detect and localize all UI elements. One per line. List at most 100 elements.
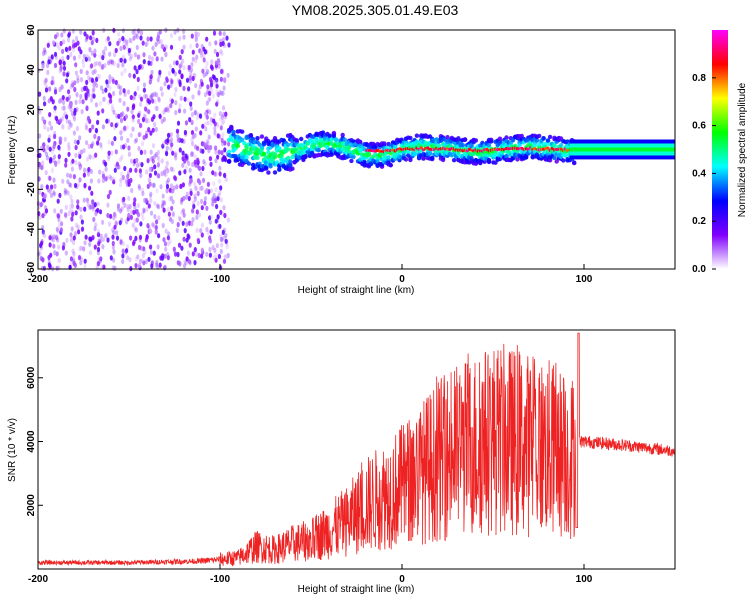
spectrogram-cell (61, 245, 65, 251)
spectrogram-cell (134, 256, 138, 262)
spectrogram-cell (209, 161, 213, 167)
spectrogram-cell (169, 44, 174, 50)
spectrogram-cell (178, 54, 182, 61)
spectrogram-cell (77, 46, 81, 52)
spectrogram-cell (69, 237, 73, 243)
spectrogram-cell (49, 157, 53, 163)
spectrogram-cell (91, 36, 95, 42)
spectrogram-cell (193, 159, 197, 165)
spectrogram-cell (157, 204, 161, 210)
spectrogram-cell (145, 130, 149, 136)
spectrogram-cell (44, 77, 48, 83)
spectrogram-cell (72, 260, 76, 267)
spectrogram-cell (46, 144, 50, 150)
spectrogram-cell (96, 261, 100, 267)
spectrogram-cell (214, 145, 218, 151)
spectrogram-cell (209, 213, 214, 220)
spectrogram-cell (87, 56, 91, 62)
spectrogram-cell (48, 235, 52, 241)
spectrogram-cell (163, 81, 167, 87)
spectrogram-cell (103, 96, 107, 102)
spectrogram-cell (218, 171, 222, 177)
spectrogram-cell (219, 76, 223, 82)
spectrogram-cell (510, 138, 516, 143)
spectrogram-cell (83, 240, 87, 246)
spectrogram-cell (183, 108, 187, 114)
spectrogram-cell (138, 258, 142, 264)
spectrogram-cell (74, 144, 78, 151)
spectrogram-cell (124, 142, 128, 149)
spectrogram-cell (149, 191, 153, 197)
spectrogram-cell (137, 263, 141, 269)
spectrogram-cell (213, 247, 217, 253)
spectrogram-y-ticks: 60 40 20 0 -20 -40 -60 (26, 24, 43, 276)
spectrogram-cell (122, 100, 126, 107)
spectrogram-cell (69, 194, 73, 200)
spectrogram-cell (87, 92, 91, 98)
y-tick-label: 6000 (26, 366, 37, 389)
spectrogram-cell (65, 118, 69, 124)
x-tick-label: -100 (210, 274, 230, 285)
spectrogram-cell (61, 48, 65, 55)
spectrogram-band (569, 147, 675, 152)
snr-series-line (37, 332, 676, 567)
spectrogram-cell (140, 63, 144, 69)
spectrogram-cell (349, 158, 354, 164)
spectrogram-cell (217, 63, 221, 69)
spectrogram-cell (126, 89, 131, 95)
spectrogram-cell (219, 265, 223, 271)
spectrogram-cell (111, 265, 115, 271)
spectrogram-cell (51, 79, 56, 85)
spectrogram-cell (534, 152, 540, 157)
spectrogram-cell (166, 137, 170, 143)
spectrogram-cell (164, 107, 168, 113)
spectrogram-cell (143, 249, 147, 255)
snr-x-ticks: -200 -100 0 100 (28, 564, 593, 585)
spectrogram-cell (86, 115, 91, 122)
spectrogram-cell (221, 132, 225, 138)
spectrogram-cell (208, 156, 212, 162)
spectrogram-cell (72, 251, 76, 257)
spectrogram-cell (121, 253, 125, 259)
spectrogram-cell (150, 69, 154, 75)
spectrogram-cell (117, 83, 121, 90)
spectrogram-cell (77, 255, 82, 261)
spectrogram-cell (266, 170, 271, 175)
spectrogram-cell (104, 45, 108, 52)
spectrogram-cell (41, 62, 45, 69)
spectrogram-cell (88, 47, 92, 53)
spectrogram-cell (210, 59, 214, 65)
spectrogram-cell (157, 96, 161, 102)
spectrogram-cell (110, 122, 114, 128)
spectrogram-cell (82, 148, 86, 154)
spectrogram-cell (213, 112, 217, 118)
spectrogram-cell (285, 142, 291, 147)
spectrogram-cell (201, 165, 205, 172)
chart-title: YM08.2025.305.01.49.E03 (291, 2, 459, 18)
spectrogram-cell (197, 252, 201, 259)
spectrogram-cell (219, 68, 224, 74)
spectrogram-cell (115, 230, 119, 236)
spectrogram-cell (176, 120, 181, 126)
spectrogram-cell (131, 117, 135, 123)
spectrogram-cell (63, 187, 67, 194)
spectrogram-cell (67, 142, 71, 148)
spectrogram-cell (178, 35, 182, 42)
spectrogram-cell (44, 170, 48, 176)
spectrogram-cell (38, 133, 42, 139)
spectrogram-cell (43, 101, 47, 107)
spectrogram-cell (143, 149, 147, 155)
spectrogram-cell (223, 147, 227, 153)
spectrogram-cell (85, 156, 90, 162)
spectrogram-cell (55, 265, 59, 271)
spectrogram-cell (167, 107, 171, 113)
spectrogram-cell (201, 148, 205, 154)
spectrogram-cell (173, 71, 177, 77)
spectrogram-cell (144, 133, 148, 139)
spectrogram-cell (226, 252, 230, 258)
spectrogram-cell (193, 109, 197, 116)
spectrogram-cell (181, 162, 185, 168)
spectrogram-cell (285, 155, 291, 161)
colorbar-tick-label: 0.8 (692, 73, 706, 84)
spectrogram-cell (65, 114, 69, 120)
